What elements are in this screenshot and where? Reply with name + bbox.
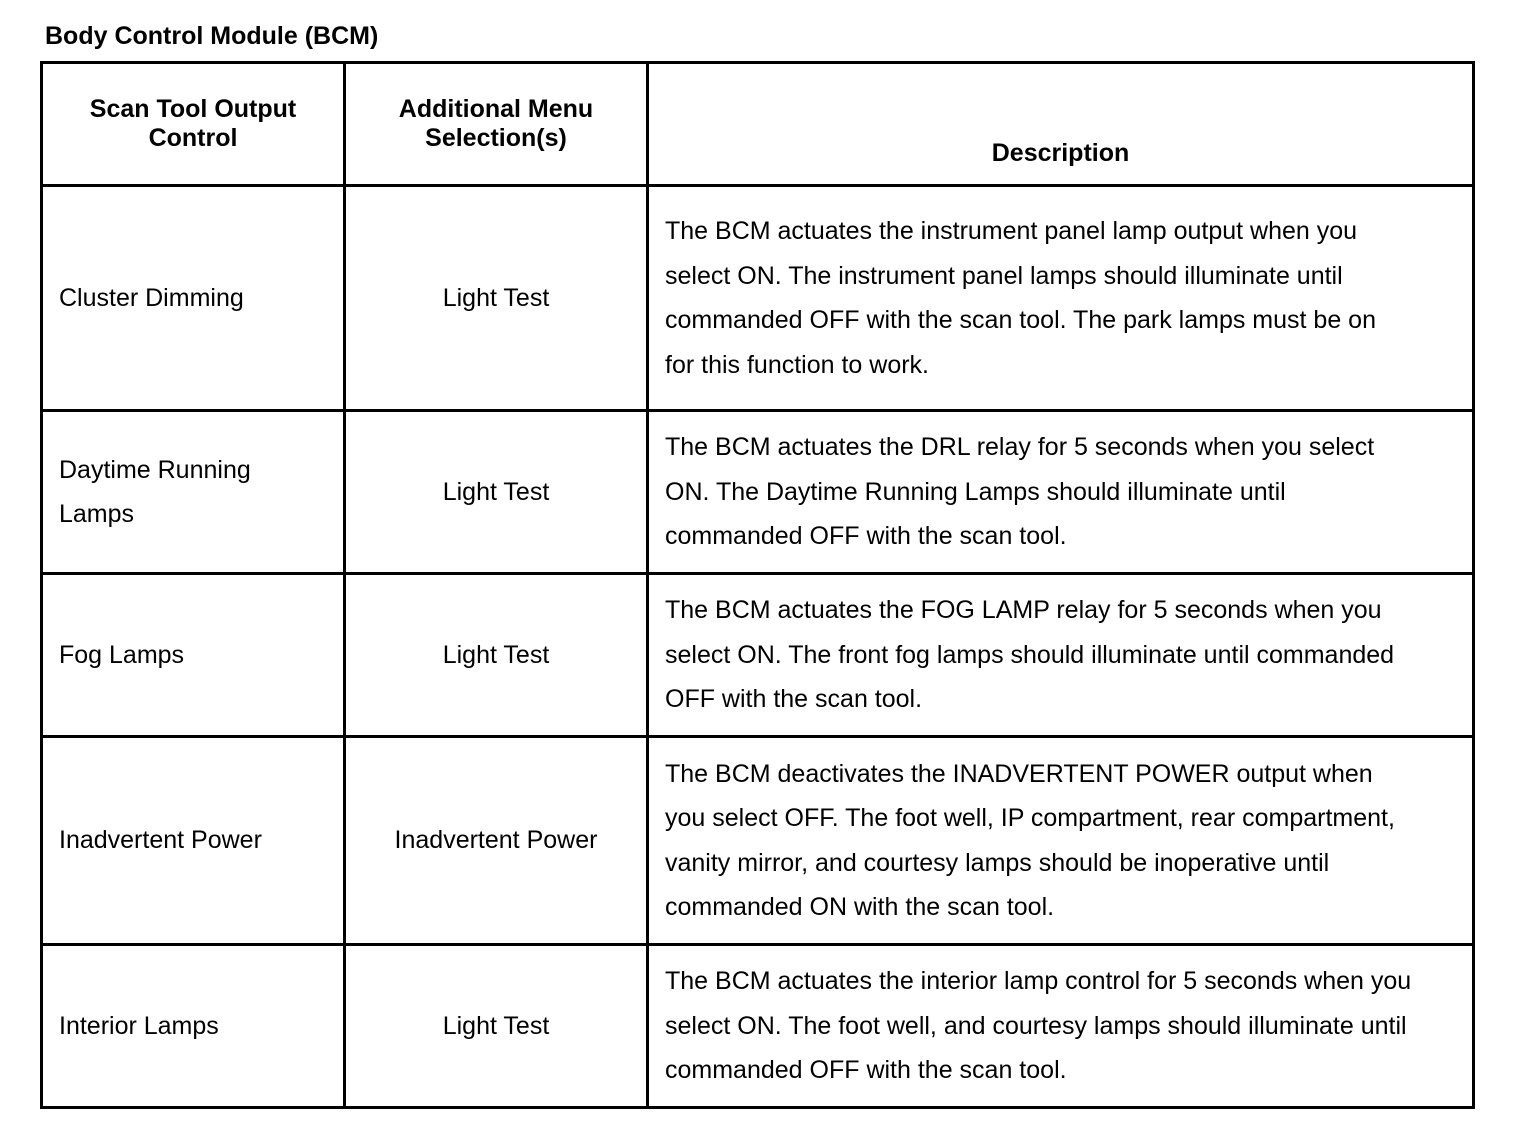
header-menu: Additional Menu Selection(s) [343, 61, 649, 187]
control-cell: Interior Lamps [40, 943, 346, 1109]
table-row: Fog Lamps Light Test The BCM actuates the … [40, 572, 1475, 738]
table-row: Daytime Running Lamps Light Test The BCM a… [40, 409, 1475, 575]
description-cell: The BCM actuates the FOG LAMP relay for … [646, 572, 1475, 738]
control-cell: Daytime Running Lamps [40, 409, 346, 575]
description-cell: The BCM actuates the interior lamp contr… [646, 943, 1475, 1109]
control-cell: Inadvertent Power [40, 735, 346, 946]
menu-cell: Light Test [343, 409, 649, 575]
table-row: Inadvertent Power Inadvertent Power The BC… [40, 735, 1475, 946]
description-cell: The BCM actuates the instrument panel la… [646, 184, 1475, 412]
bcm-table: Scan Tool Output Control Additional Menu… [40, 61, 1475, 1109]
page-title: Body Control Module (BCM) [45, 22, 379, 50]
description-cell: The BCM actuates the DRL relay for 5 sec… [646, 409, 1475, 575]
menu-cell: Inadvertent Power [343, 735, 649, 946]
header-description: Description [646, 61, 1475, 187]
header-control: Scan Tool Output Control [40, 61, 346, 187]
description-cell: The BCM deactivates the INADVERTENT POWE… [646, 735, 1475, 946]
table-row: Interior Lamps Light Test The BCM actuates… [40, 943, 1475, 1109]
menu-cell: Light Test [343, 943, 649, 1109]
table-row: Cluster Dimming Light Test The BCM actuate… [40, 184, 1475, 412]
menu-cell: Light Test [343, 572, 649, 738]
control-cell: Cluster Dimming [40, 184, 346, 412]
menu-cell: Light Test [343, 184, 649, 412]
control-cell: Fog Lamps [40, 572, 346, 738]
header-row: Scan Tool Output Control Additional Menu… [40, 61, 1475, 187]
